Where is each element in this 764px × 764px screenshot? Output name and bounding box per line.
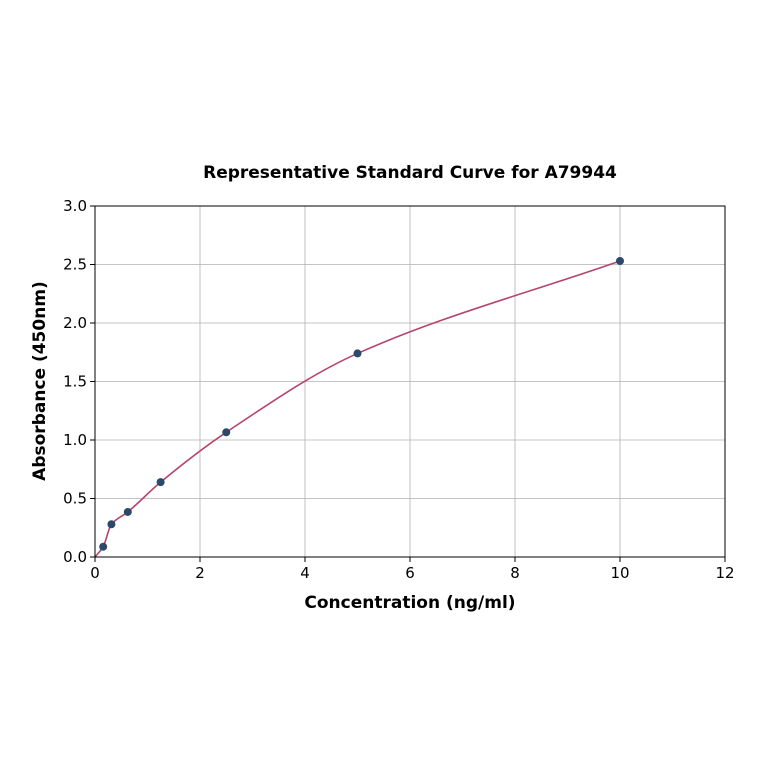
x-tick-label: 2: [195, 564, 205, 582]
plot-frame: [94, 205, 726, 558]
data-point: [123, 507, 132, 516]
ticks: 0 2 4 6 8 10 12 0.0 0.5 1.0 1.5 2.0 2.5 3.0: [63, 197, 734, 582]
y-tick-label: 2.0: [63, 314, 87, 332]
data-point: [222, 428, 231, 437]
y-tick-label: 1.5: [63, 373, 87, 391]
data-point: [353, 349, 362, 358]
x-tick-label: 12: [715, 564, 734, 582]
x-tick-label: 0: [90, 564, 100, 582]
x-tick-label: 8: [510, 564, 520, 582]
x-tick-label: 10: [610, 564, 629, 582]
y-tick-label: 3.0: [63, 197, 87, 215]
data-point: [107, 520, 116, 529]
y-tick-label: 0.0: [63, 548, 87, 566]
x-tick-label: 6: [405, 564, 415, 582]
fit-curve: [94, 260, 621, 558]
y-tick-label: 0.5: [63, 490, 87, 508]
y-tick-label: 2.5: [63, 256, 87, 274]
y-axis-label: Absorbance (450nm): [30, 281, 50, 481]
x-tick-label: 4: [300, 564, 310, 582]
data-points: [99, 256, 624, 551]
y-tick-label: 1.0: [63, 431, 87, 449]
chart-title: Representative Standard Curve for A79944: [203, 163, 617, 183]
data-point: [616, 256, 624, 265]
data-point: [156, 478, 165, 487]
grid: [94, 205, 726, 558]
x-axis-label: Concentration (ng/ml): [304, 593, 515, 613]
data-point: [99, 542, 108, 551]
